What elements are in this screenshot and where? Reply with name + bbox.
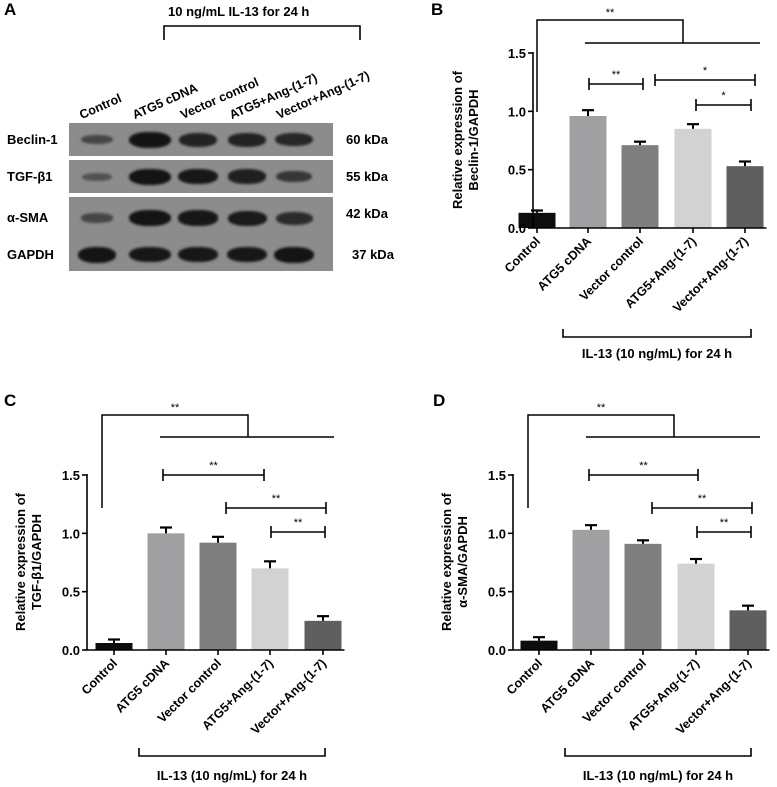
- bar: [624, 543, 662, 650]
- blot-band: [227, 246, 267, 263]
- blot-band: [227, 210, 267, 226]
- blot-band: [275, 211, 313, 225]
- protein-label: α-SMA: [7, 210, 49, 225]
- bar: [674, 128, 712, 228]
- bar: [520, 640, 558, 650]
- chart-c: 0.0 0.5 1.0 1.5 Relative expression ofTGF-β1…: [13, 402, 345, 783]
- group-label: IL-13 (10 ng/mL) for 24 h: [583, 768, 733, 783]
- protein-label: GAPDH: [7, 246, 54, 262]
- significance-stars: **: [639, 460, 648, 472]
- y-tick-label: 1.0: [62, 526, 80, 541]
- blot-row: [69, 197, 333, 239]
- blot-band: [179, 132, 217, 147]
- y-tick-label: 1.5: [488, 468, 506, 483]
- blot-band: [81, 172, 113, 181]
- y-axis-label: Relative expression ofα-SMA/GAPDH: [439, 492, 470, 631]
- bar: [726, 166, 764, 228]
- bar: [572, 529, 610, 650]
- bar: [251, 568, 289, 650]
- bar: [677, 563, 715, 650]
- significance-bracket: [536, 19, 684, 112]
- treatment-label: 10 ng/mL IL-13 for 24 h: [168, 4, 310, 19]
- blot-band: [178, 246, 218, 263]
- y-tick-label: 0.0: [508, 221, 526, 236]
- blot-band: [275, 132, 313, 147]
- y-axis-label: Relative expression ofTGF-β1/GAPDH: [13, 492, 44, 631]
- category-label: Control: [502, 234, 543, 275]
- significance-stars: **: [606, 7, 615, 19]
- significance-stars: **: [171, 402, 180, 414]
- category-label: Control: [79, 656, 120, 697]
- treatment-bracket: [163, 25, 361, 40]
- group-label: IL-13 (10 ng/mL) for 24 h: [157, 768, 307, 783]
- group-bracket: [562, 329, 752, 338]
- y-tick-label: 1.5: [508, 46, 526, 61]
- protein-label: Beclin-1: [7, 131, 58, 147]
- significance-stars: **: [294, 517, 303, 529]
- y-axis-label: Relative expression ofBeclin-1/GAPDH: [450, 70, 481, 209]
- y-tick-label: 0.0: [62, 643, 80, 658]
- blot-band: [178, 168, 218, 185]
- blot-band: [78, 246, 116, 263]
- kda-label: 60 kDa: [346, 131, 388, 147]
- significance-bracket: [101, 414, 249, 508]
- bar: [147, 533, 185, 650]
- y-tick-label: 0.5: [62, 585, 80, 600]
- blot-band: [274, 246, 314, 263]
- significance-stars: **: [272, 493, 281, 505]
- bar: [95, 643, 133, 650]
- bar: [199, 542, 237, 650]
- group-label: IL-13 (10 ng/mL) for 24 h: [582, 346, 732, 361]
- blot-band: [129, 168, 171, 185]
- significance-stars: **: [597, 402, 606, 414]
- panel-letter-d: D: [433, 391, 446, 410]
- panel-letter-c: C: [4, 391, 17, 410]
- y-tick-label: 1.5: [62, 468, 80, 483]
- blot-band: [129, 131, 171, 148]
- kda-label: 37 kDa: [352, 246, 394, 262]
- bar: [518, 212, 556, 228]
- bar: [621, 145, 659, 228]
- blot-band: [227, 169, 267, 184]
- blot-row: [69, 238, 333, 271]
- chart-d: 0.0 0.5 1.0 1.5 Relative expression ofα-SMA/…: [439, 402, 770, 783]
- blot-band: [129, 246, 171, 263]
- blot-band: [129, 210, 171, 226]
- blot-row: [69, 160, 333, 193]
- group-bracket: [564, 748, 752, 757]
- significance-stars: **: [720, 517, 729, 529]
- y-tick-label: 0.5: [488, 585, 506, 600]
- y-tick-label: 0.5: [508, 163, 526, 178]
- panel-letter-b: B: [431, 0, 444, 19]
- y-tick-label: 1.0: [508, 104, 526, 119]
- blot-band: [81, 213, 113, 223]
- blot-band: [81, 134, 113, 145]
- blot-row: [69, 123, 333, 156]
- bar: [729, 610, 767, 650]
- category-label: Control: [504, 656, 545, 697]
- panel-letter-a: A: [4, 0, 17, 19]
- blot-band: [178, 210, 218, 226]
- significance-stars: **: [209, 460, 218, 472]
- group-bracket: [138, 748, 326, 757]
- protein-label: TGF-β1: [7, 168, 53, 184]
- significance-stars: *: [703, 65, 708, 77]
- significance-bracket: [527, 414, 675, 508]
- significance-stars: **: [612, 69, 621, 81]
- significance-stars: **: [698, 493, 707, 505]
- chart-b: 0.0 0.5 1.0 1.5 Relative expression ofBeclin…: [450, 7, 767, 361]
- kda-label: 42 kDa: [346, 206, 388, 221]
- bar: [569, 116, 607, 228]
- kda-label: 55 kDa: [346, 168, 388, 184]
- significance-stars: *: [721, 90, 726, 102]
- bar: [304, 620, 342, 650]
- blot-band: [276, 170, 312, 183]
- y-tick-label: 0.0: [488, 643, 506, 658]
- blot-band: [228, 132, 266, 147]
- y-tick-label: 1.0: [488, 526, 506, 541]
